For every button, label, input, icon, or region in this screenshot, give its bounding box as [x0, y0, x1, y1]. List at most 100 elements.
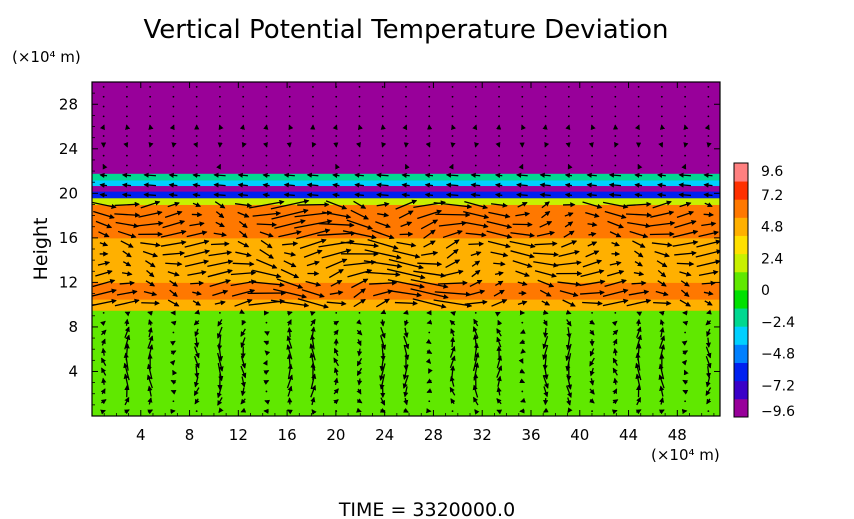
vector-arrow [210, 241, 230, 247]
vector-dot [451, 154, 454, 157]
vector-dot [219, 105, 221, 108]
vector-dot [381, 95, 384, 98]
vector-arrow [380, 309, 387, 315]
vector-arrow [283, 260, 297, 268]
vector-arrow [321, 211, 352, 220]
vector-arrow [695, 249, 720, 258]
colorbar: 9.6 7.2 4.8 2.4 0 −2.4 −4.8 −7.2 −9.6 [733, 162, 795, 420]
vector-arrow [121, 271, 133, 277]
vector-arrow [679, 201, 692, 208]
vector-arrow [470, 172, 481, 178]
y-tick-label: 20 [59, 184, 78, 202]
wind-vectors [92, 86, 720, 415]
vector-arrow [678, 182, 692, 188]
vector-arrow [672, 229, 699, 238]
vector-arrow [296, 228, 331, 240]
vector-arrow [496, 409, 503, 415]
vector-arrow [566, 397, 572, 406]
vector-arrow [539, 192, 551, 198]
vector-arrow [682, 379, 689, 385]
vector-dot [707, 86, 710, 88]
vector-dot [172, 115, 175, 118]
vector-arrow [376, 182, 389, 188]
vector-arrow [237, 240, 250, 248]
vector-arrow [515, 211, 531, 217]
vector-dot [102, 154, 105, 157]
vector-arrow [147, 335, 154, 349]
vector-arrow [542, 319, 548, 327]
vector-arrow [604, 279, 627, 288]
vector-arrow [147, 385, 153, 397]
vector-arrow [517, 300, 528, 306]
vector-arrow [510, 250, 535, 259]
y-tick-label: 16 [59, 229, 78, 247]
vector-arrow [542, 309, 549, 315]
vector-dot [684, 400, 687, 403]
vector-arrow [317, 230, 356, 237]
vector-arrow [426, 319, 433, 325]
vector-arrow [612, 347, 619, 356]
vector-dot [312, 115, 314, 118]
vector-arrow [589, 398, 595, 404]
vector-dot [684, 86, 687, 88]
vector-arrow [564, 182, 573, 188]
vector-arrow [445, 239, 460, 249]
vector-arrow [333, 357, 340, 367]
vector-dot [684, 331, 687, 334]
vector-arrow [388, 258, 424, 270]
vector-dot [567, 154, 570, 157]
vector-arrow [566, 327, 572, 339]
vector-arrow [309, 311, 316, 317]
vector-dot [219, 311, 221, 314]
vector-arrow [496, 355, 503, 369]
vector-arrow [534, 241, 558, 247]
vector-arrow [706, 309, 712, 315]
vector-arrow [654, 251, 670, 258]
x-tick-label: 16 [278, 426, 297, 444]
vector-arrow [325, 258, 348, 269]
vector-dot [591, 115, 593, 118]
vector-dot [684, 154, 687, 157]
vector-dot [498, 135, 500, 137]
vector-arrow [287, 310, 293, 316]
vector-arrow [115, 221, 139, 229]
vector-arrow [143, 182, 157, 188]
vector-arrow [471, 269, 481, 278]
vector-arrow [357, 124, 363, 131]
vector-arrow [162, 220, 186, 229]
vector-arrow [542, 327, 549, 338]
vector-arrow [565, 124, 571, 131]
vector-arrow [167, 201, 180, 208]
vector-dot [474, 135, 477, 137]
vector-dot [288, 154, 291, 157]
vector-arrow [488, 211, 511, 219]
vector-arrow [237, 182, 248, 188]
vector-arrow [93, 210, 115, 219]
vector-arrow [310, 396, 316, 406]
vector-arrow [356, 407, 362, 413]
vector-arrow [703, 290, 714, 296]
vector-arrow [494, 311, 501, 317]
vector-arrow [100, 388, 106, 395]
x-tick-label: 8 [185, 426, 195, 444]
vector-dot [242, 154, 245, 157]
x-tick-label: 40 [570, 426, 589, 444]
vector-arrow [539, 221, 553, 228]
chart-title: Vertical Potential Temperature Deviation [143, 15, 668, 45]
vector-arrow [396, 241, 417, 248]
vector-arrow [400, 221, 413, 228]
vector-arrow [306, 182, 319, 188]
vector-arrow [259, 249, 274, 259]
vector-arrow [636, 396, 641, 406]
vector-arrow [306, 260, 320, 267]
vector-arrow [240, 337, 246, 348]
vector-arrow [608, 192, 622, 198]
vector-arrow [332, 124, 338, 131]
vector-arrow [355, 141, 361, 148]
vector-arrow [95, 220, 113, 229]
vector-arrow [520, 348, 526, 354]
vector-arrow [534, 270, 557, 278]
vector-arrow [356, 339, 362, 347]
vector-arrow [580, 290, 605, 296]
vector-arrow [473, 396, 479, 406]
